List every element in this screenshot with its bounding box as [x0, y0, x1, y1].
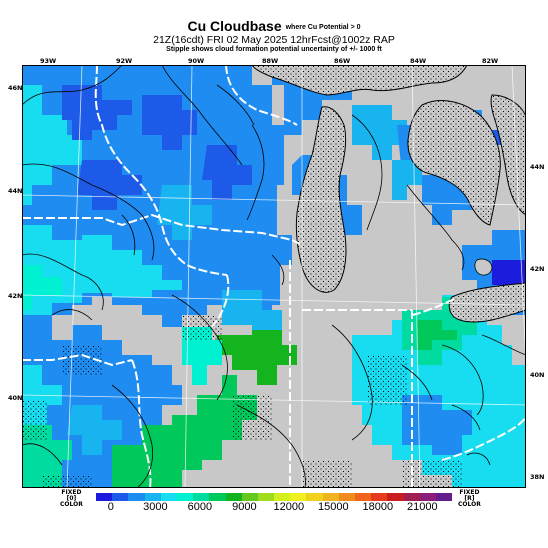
forecast-subtitle: 21Z(16cdt) FRI 02 May 2025 12hrFcst@1002…: [153, 34, 395, 46]
lat-label: 42N: [8, 292, 23, 300]
colorbar-segment: [160, 493, 177, 501]
lat-label: 38N: [530, 473, 545, 481]
colorbar-left-label: FIXED [0] COLOR: [60, 489, 83, 508]
cyan-region: [67, 405, 122, 455]
lon-label: 82W: [482, 57, 499, 65]
chart-title: Cu Cloudbase where Cu Potential > 0: [0, 18, 548, 36]
colorbar-tick-label: 3000: [143, 501, 168, 513]
lat-label: 40N: [8, 394, 23, 402]
colorbar-segment: [209, 493, 226, 501]
colorbar-segment: [355, 493, 372, 501]
blue-dark-region: [142, 95, 197, 150]
colorbar-segment: [403, 493, 420, 501]
green-region: [217, 325, 297, 385]
lake-st-clair: [474, 258, 493, 276]
blue-region: [222, 290, 282, 330]
colorbar: [96, 493, 453, 501]
lon-label: 93W: [40, 57, 57, 65]
colorbar-segment: [306, 493, 323, 501]
colorbar-segment: [128, 493, 145, 501]
colorbar-segment: [193, 493, 210, 501]
lat-label: 44N: [530, 163, 545, 171]
blue-region: [392, 160, 422, 200]
lon-label: 86W: [334, 57, 351, 65]
colorbar-tick-label: 9000: [232, 501, 257, 513]
lon-label: 88W: [262, 57, 279, 65]
cyan-region: [352, 105, 407, 160]
colorbar-segment: [322, 493, 339, 501]
lon-label: 92W: [116, 57, 133, 65]
forecast-map: [22, 65, 526, 488]
contour-lines: [22, 65, 526, 488]
colorbar-tick-label: 6000: [187, 501, 213, 513]
cyan-region: [157, 185, 212, 240]
colorbar-tick-label: 15000: [318, 501, 349, 513]
lon-label: 84W: [410, 57, 427, 65]
title-note: where Cu Potential > 0: [285, 24, 361, 31]
cyan-region: [352, 295, 526, 488]
cyan-region: [182, 327, 222, 385]
colorbar-segment: [96, 493, 113, 501]
state-boundaries: [22, 65, 526, 488]
lon-label: 90W: [188, 57, 205, 65]
blue-region: [402, 395, 472, 455]
colorbar-tick-label: 18000: [362, 501, 394, 513]
colorbar-right-label: FIXED [R] COLOR: [458, 489, 481, 508]
colorbar-segment: [274, 493, 291, 501]
blue-region: [422, 175, 477, 225]
colorbar-segment: [112, 493, 129, 501]
blue-dark-region: [77, 160, 142, 210]
colorbar-segment: [241, 493, 258, 501]
lat-label: 40N: [530, 371, 545, 379]
colorbar-segment: [371, 493, 388, 501]
colorbar-segment: [257, 493, 275, 501]
colorbar-segment: [225, 493, 242, 501]
colorbar-tick-label: 12000: [273, 501, 305, 513]
green-region: [417, 320, 457, 350]
cyan-region: [22, 265, 62, 310]
colorbar-segment: [144, 493, 161, 501]
green-region: [22, 425, 72, 488]
lat-label: 46N: [8, 84, 23, 92]
colorbar-tick-label: 0: [107, 501, 114, 513]
title-main: Cu Cloudbase: [187, 18, 282, 34]
lat-label: 44N: [8, 187, 23, 195]
colorbar-tick-label: 21000: [407, 501, 438, 513]
stipple-note: Stipple shows cloud formation potential …: [166, 46, 382, 53]
colorbar-segment: [419, 493, 436, 501]
grid-lines: [22, 65, 526, 488]
blue-dark-region: [202, 145, 252, 200]
lat-label: 42N: [530, 265, 545, 273]
colorbar-segment: [435, 493, 453, 501]
colorbar-segment: [290, 493, 307, 501]
colorbar-segment: [387, 493, 404, 501]
colorbar-segment: [338, 493, 355, 501]
colorbar-segment: [176, 493, 194, 501]
map-border: [22, 65, 526, 488]
